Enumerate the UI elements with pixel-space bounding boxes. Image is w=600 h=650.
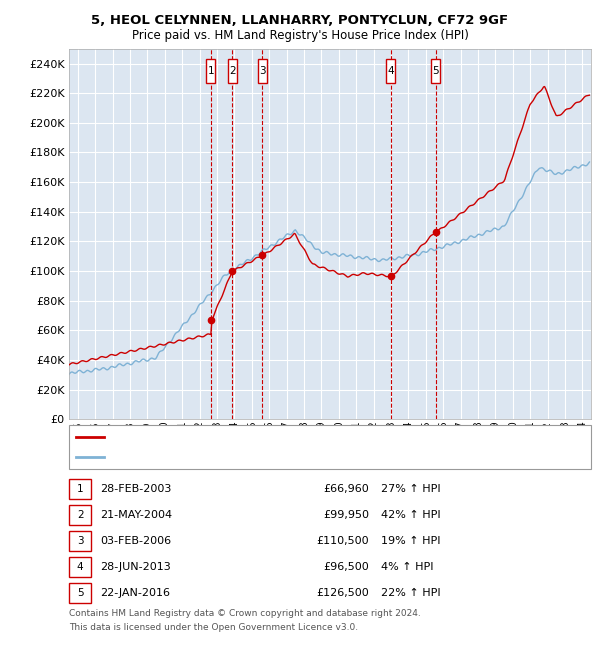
Text: Price paid vs. HM Land Registry's House Price Index (HPI): Price paid vs. HM Land Registry's House … bbox=[131, 29, 469, 42]
Text: £66,960: £66,960 bbox=[323, 484, 369, 494]
Text: £99,950: £99,950 bbox=[323, 510, 369, 520]
Text: 3: 3 bbox=[77, 536, 83, 546]
Text: 5, HEOL CELYNNEN, LLANHARRY, PONTYCLUN, CF72 9GF: 5, HEOL CELYNNEN, LLANHARRY, PONTYCLUN, … bbox=[91, 14, 509, 27]
Text: 1: 1 bbox=[77, 484, 83, 494]
Text: 28-JUN-2013: 28-JUN-2013 bbox=[100, 562, 171, 572]
Text: 4: 4 bbox=[388, 66, 394, 76]
Text: 22% ↑ HPI: 22% ↑ HPI bbox=[381, 588, 440, 598]
Text: 4% ↑ HPI: 4% ↑ HPI bbox=[381, 562, 433, 572]
Bar bbox=[257, 59, 266, 83]
Bar bbox=[228, 59, 237, 83]
Text: 2: 2 bbox=[77, 510, 83, 520]
Text: 5: 5 bbox=[432, 66, 439, 76]
Text: £126,500: £126,500 bbox=[316, 588, 369, 598]
Bar bbox=[431, 59, 440, 83]
Text: This data is licensed under the Open Government Licence v3.0.: This data is licensed under the Open Gov… bbox=[69, 623, 358, 632]
Text: 1: 1 bbox=[208, 66, 214, 76]
Text: £96,500: £96,500 bbox=[323, 562, 369, 572]
Text: 42% ↑ HPI: 42% ↑ HPI bbox=[381, 510, 440, 520]
Text: 3: 3 bbox=[259, 66, 265, 76]
Text: 4: 4 bbox=[77, 562, 83, 572]
Text: 19% ↑ HPI: 19% ↑ HPI bbox=[381, 536, 440, 546]
Text: HPI: Average price, semi-detached house, Rhondda Cynon Taf: HPI: Average price, semi-detached house,… bbox=[108, 452, 410, 462]
Text: 5: 5 bbox=[77, 588, 83, 598]
Text: 03-FEB-2006: 03-FEB-2006 bbox=[100, 536, 172, 546]
Text: 5, HEOL CELYNNEN, LLANHARRY, PONTYCLUN, CF72 9GF (semi-detached house): 5, HEOL CELYNNEN, LLANHARRY, PONTYCLUN, … bbox=[108, 432, 500, 442]
Text: 22-JAN-2016: 22-JAN-2016 bbox=[100, 588, 170, 598]
Bar bbox=[206, 59, 215, 83]
Text: 21-MAY-2004: 21-MAY-2004 bbox=[100, 510, 172, 520]
Text: 28-FEB-2003: 28-FEB-2003 bbox=[100, 484, 172, 494]
Text: Contains HM Land Registry data © Crown copyright and database right 2024.: Contains HM Land Registry data © Crown c… bbox=[69, 609, 421, 618]
Text: £110,500: £110,500 bbox=[316, 536, 369, 546]
Bar bbox=[386, 59, 395, 83]
Text: 2: 2 bbox=[229, 66, 236, 76]
Text: 27% ↑ HPI: 27% ↑ HPI bbox=[381, 484, 440, 494]
